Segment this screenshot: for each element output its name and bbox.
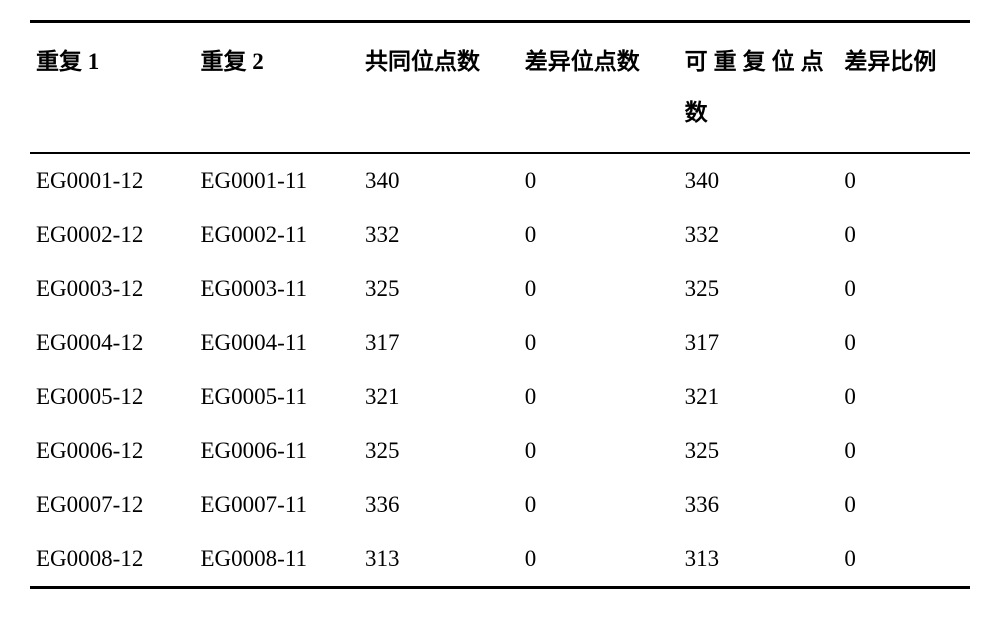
table-cell: EG0005-11 — [195, 370, 360, 424]
table-cell: EG0004-11 — [195, 316, 360, 370]
table-row: EG0001-12EG0001-1134003400 — [30, 153, 970, 208]
col-header-cjk: 可重复位点数 — [685, 49, 830, 125]
table-row: EG0002-12EG0002-1133203320 — [30, 208, 970, 262]
table-cell: 0 — [519, 478, 679, 532]
table-row: EG0007-12EG0007-1133603360 — [30, 478, 970, 532]
table-cell: 325 — [359, 424, 519, 478]
table-cell: EG0005-12 — [30, 370, 195, 424]
table-cell: 0 — [519, 153, 679, 208]
col-header-latin: 1 — [82, 49, 99, 74]
table-cell: 0 — [838, 316, 970, 370]
table-cell: 325 — [359, 262, 519, 316]
table-cell: 317 — [679, 316, 839, 370]
table-cell: EG0008-11 — [195, 532, 360, 588]
table-cell: 0 — [519, 370, 679, 424]
table-row: EG0004-12EG0004-1131703170 — [30, 316, 970, 370]
table-cell: EG0007-11 — [195, 478, 360, 532]
table-cell: EG0008-12 — [30, 532, 195, 588]
table-row: EG0008-12EG0008-1131303130 — [30, 532, 970, 588]
col-header-common-sites: 共同位点数 — [359, 22, 519, 154]
table-cell: 332 — [359, 208, 519, 262]
table-row: EG0003-12EG0003-1132503250 — [30, 262, 970, 316]
table-cell: EG0006-12 — [30, 424, 195, 478]
table-cell: 0 — [838, 424, 970, 478]
col-header-repeatable-sites: 可重复位点数 — [679, 22, 839, 154]
table-cell: 313 — [359, 532, 519, 588]
table-cell: 325 — [679, 424, 839, 478]
table-cell: 325 — [679, 262, 839, 316]
col-header-cjk: 重复 — [201, 49, 247, 74]
table-cell: 0 — [838, 153, 970, 208]
col-header-diff-ratio: 差异比例 — [838, 22, 970, 154]
table-row: EG0006-12EG0006-1132503250 — [30, 424, 970, 478]
table-cell: EG0003-12 — [30, 262, 195, 316]
table-cell: 321 — [359, 370, 519, 424]
table-cell: 313 — [679, 532, 839, 588]
table-cell: EG0002-12 — [30, 208, 195, 262]
col-header-diff-sites: 差异位点数 — [519, 22, 679, 154]
table-cell: 0 — [838, 478, 970, 532]
header-row: 重复 1 重复 2 共同位点数 差异位点数 可重复位点数 差异比例 — [30, 22, 970, 154]
table-cell: EG0001-11 — [195, 153, 360, 208]
table-cell: 0 — [838, 370, 970, 424]
table-cell: 0 — [838, 262, 970, 316]
col-header-repeat-1: 重复 1 — [30, 22, 195, 154]
table-cell: 336 — [679, 478, 839, 532]
table-cell: 340 — [359, 153, 519, 208]
table-cell: EG0002-11 — [195, 208, 360, 262]
table-cell: 0 — [519, 316, 679, 370]
table-cell: 0 — [838, 208, 970, 262]
table-cell: EG0006-11 — [195, 424, 360, 478]
table-cell: 340 — [679, 153, 839, 208]
table-cell: EG0001-12 — [30, 153, 195, 208]
table-cell: EG0004-12 — [30, 316, 195, 370]
col-header-cjk: 重复 — [36, 49, 82, 74]
table-cell: 317 — [359, 316, 519, 370]
table-head: 重复 1 重复 2 共同位点数 差异位点数 可重复位点数 差异比例 — [30, 22, 970, 154]
table-cell: 321 — [679, 370, 839, 424]
table-cell: EG0003-11 — [195, 262, 360, 316]
table-cell: 0 — [519, 424, 679, 478]
table-cell: 332 — [679, 208, 839, 262]
table-body: EG0001-12EG0001-1134003400EG0002-12EG000… — [30, 153, 970, 588]
table-cell: 0 — [838, 532, 970, 588]
table-row: EG0005-12EG0005-1132103210 — [30, 370, 970, 424]
table-cell: 0 — [519, 262, 679, 316]
table-cell: EG0007-12 — [30, 478, 195, 532]
col-header-latin: 2 — [247, 49, 264, 74]
col-header-cjk: 共同位点数 — [365, 49, 480, 74]
data-table: 重复 1 重复 2 共同位点数 差异位点数 可重复位点数 差异比例 EG0001… — [30, 20, 970, 589]
col-header-cjk: 差异比例 — [844, 49, 936, 74]
col-header-repeat-2: 重复 2 — [195, 22, 360, 154]
table-cell: 336 — [359, 478, 519, 532]
col-header-cjk: 差异位点数 — [525, 49, 640, 74]
table-cell: 0 — [519, 532, 679, 588]
table-cell: 0 — [519, 208, 679, 262]
